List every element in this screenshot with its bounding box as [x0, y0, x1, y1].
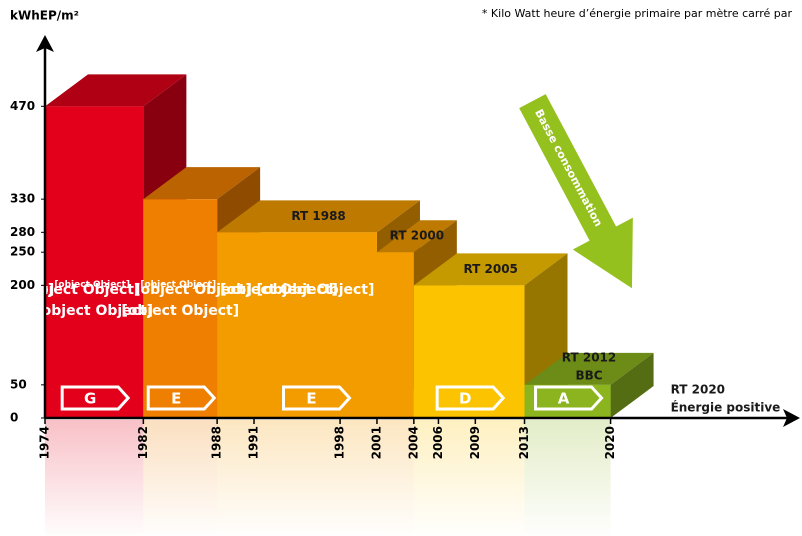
- chart: kWhEP/m² * Kilo Watt heure d’énergie pri…: [0, 0, 802, 536]
- y-tick-label: 250: [10, 245, 35, 259]
- final-label: RT 2020: [671, 383, 725, 397]
- step-label-part: [object Object]: [257, 282, 375, 298]
- x-tick-label: 2004: [406, 426, 420, 459]
- y-tick-label: 50: [10, 377, 27, 391]
- arrow-label: Basse consommation: [532, 107, 605, 229]
- energy-class: E: [306, 390, 316, 408]
- step-front: [217, 232, 377, 418]
- step-front: [45, 106, 143, 418]
- x-tick-label: 2009: [468, 426, 482, 459]
- energy-class: A: [558, 390, 570, 408]
- energy-class: G: [84, 390, 96, 408]
- step-label: [object Object]: [257, 282, 375, 298]
- x-tick-label: 1988: [210, 426, 224, 459]
- y-tick-label: 280: [10, 225, 35, 239]
- x-tick-label: 1998: [333, 426, 347, 459]
- reflection-fade: [0, 420, 802, 536]
- plot: RT 1988 RT 2000 RT 2005 RT 2012 BBC [object O…: [0, 35, 802, 536]
- step-label-part: [object Object]: [121, 303, 239, 319]
- x-tick-label: 2006: [431, 426, 445, 459]
- final-label: Énergie positive: [671, 400, 781, 415]
- x-tick-label: 1974: [38, 426, 52, 459]
- x-tick-label: 1991: [247, 426, 261, 459]
- y-tick-label: 0: [10, 411, 18, 425]
- y-tick-label: 330: [10, 192, 35, 206]
- step-top-label: RT 2000: [390, 229, 444, 243]
- x-tick-label: 2013: [517, 426, 531, 459]
- step-top-label: RT 2005: [463, 262, 517, 276]
- footnote: * Kilo Watt heure d’énergie primaire par…: [482, 7, 793, 20]
- step-label-part: [object Object]: [23, 282, 141, 298]
- step-top-label: RT 2012: [562, 350, 616, 364]
- energy-class: E: [171, 390, 181, 408]
- y-tick-label: 200: [10, 278, 35, 292]
- x-tick-label: 2020: [603, 426, 617, 459]
- step-top-label: RT 1988: [291, 209, 345, 223]
- energy-class: D: [459, 390, 471, 408]
- step-label-part: [object Object]: [140, 280, 216, 290]
- step-top-label: BBC: [575, 368, 602, 382]
- x-tick-label: 1982: [136, 426, 150, 459]
- step-label: [object Object]: [121, 303, 239, 319]
- y-tick-label: 470: [10, 99, 35, 113]
- x-tick-label: 2001: [369, 426, 383, 459]
- y-axis-label: kWhEP/m²: [10, 9, 79, 23]
- step-front: [376, 252, 414, 418]
